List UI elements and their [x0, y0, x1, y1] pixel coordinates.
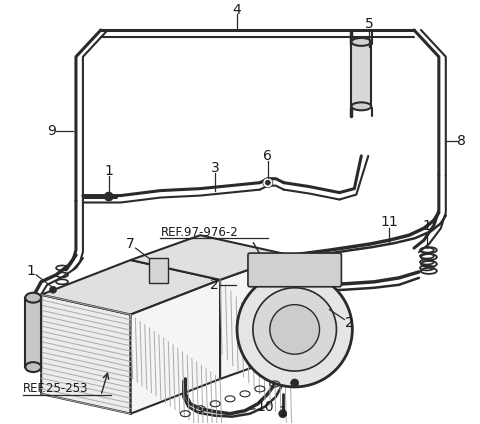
- Text: 8: 8: [457, 134, 466, 148]
- Circle shape: [279, 410, 287, 418]
- Text: 1: 1: [278, 404, 287, 419]
- Circle shape: [105, 192, 113, 201]
- Circle shape: [265, 180, 270, 185]
- Polygon shape: [41, 260, 220, 315]
- Text: 2: 2: [210, 278, 218, 292]
- Text: 2: 2: [345, 316, 354, 330]
- Text: 10: 10: [256, 400, 274, 414]
- Text: 6: 6: [264, 149, 272, 163]
- Text: REF.97-976-2: REF.97-976-2: [160, 226, 238, 239]
- Bar: [148, 258, 168, 283]
- Circle shape: [291, 379, 299, 387]
- Circle shape: [270, 304, 320, 354]
- Text: 1: 1: [27, 264, 36, 278]
- Polygon shape: [131, 235, 290, 280]
- Text: 3: 3: [211, 161, 219, 175]
- Text: REF.25-253: REF.25-253: [23, 382, 89, 396]
- Polygon shape: [41, 295, 131, 414]
- Text: 5: 5: [365, 17, 373, 31]
- Circle shape: [253, 288, 336, 371]
- FancyBboxPatch shape: [248, 253, 341, 287]
- Text: 9: 9: [47, 124, 56, 138]
- Text: 1: 1: [104, 164, 113, 178]
- Circle shape: [237, 272, 352, 387]
- Bar: [25, 298, 41, 367]
- Polygon shape: [220, 255, 290, 379]
- Ellipse shape: [25, 293, 41, 303]
- Circle shape: [49, 286, 57, 293]
- Ellipse shape: [351, 38, 371, 46]
- Text: 4: 4: [233, 3, 241, 17]
- Ellipse shape: [25, 362, 41, 372]
- Text: 1: 1: [422, 219, 432, 233]
- Circle shape: [263, 178, 273, 188]
- Circle shape: [104, 192, 113, 201]
- Text: 7: 7: [126, 237, 135, 251]
- Ellipse shape: [351, 102, 371, 110]
- Polygon shape: [131, 280, 220, 414]
- Text: 11: 11: [380, 215, 398, 229]
- Bar: [351, 42, 371, 106]
